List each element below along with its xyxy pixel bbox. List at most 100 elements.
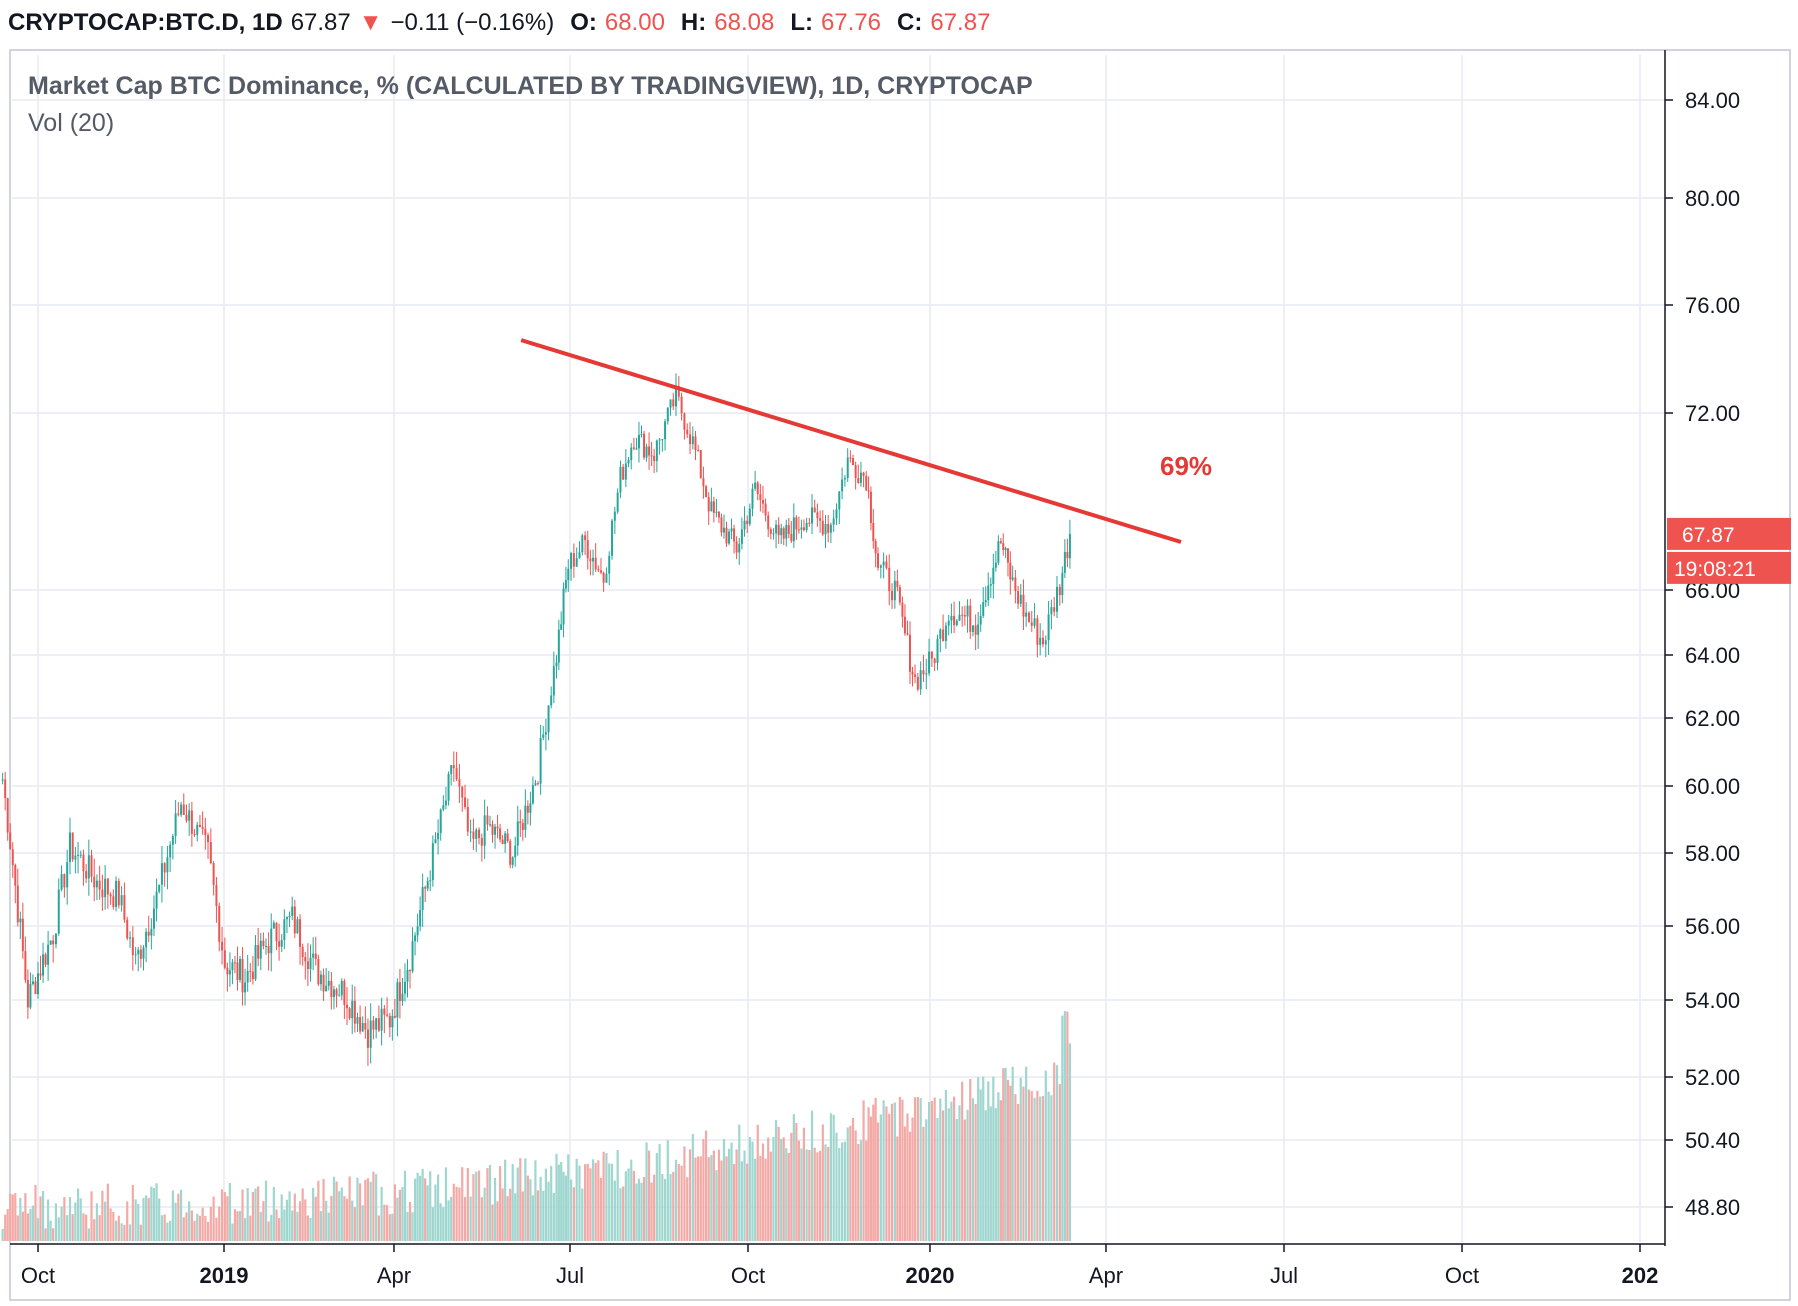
candle-body	[90, 855, 93, 877]
volume-bar	[16, 1215, 19, 1241]
candle-body	[655, 440, 658, 462]
volume-bar	[627, 1168, 630, 1241]
candle-body	[1047, 614, 1050, 641]
price-axis[interactable]: 84.0080.0076.0072.0066.0064.0062.0060.00…	[1664, 50, 1740, 1246]
candle-body	[958, 614, 961, 621]
volume-bar	[171, 1190, 174, 1241]
candle-body	[24, 951, 27, 981]
candle-body	[343, 980, 346, 1005]
candle-body	[101, 889, 104, 898]
volume-bar	[509, 1188, 512, 1241]
candle-body	[251, 971, 254, 980]
volume-bar	[704, 1130, 708, 1241]
volume-bar	[327, 1212, 330, 1241]
candle-body	[885, 561, 888, 568]
candle-body	[841, 479, 844, 492]
candle-body	[816, 512, 819, 519]
volume-bar	[748, 1136, 751, 1241]
volume-bar	[79, 1198, 82, 1241]
candle-body	[635, 448, 638, 450]
candle-body	[916, 676, 919, 690]
candle-body	[529, 803, 532, 813]
candle-body	[496, 826, 499, 829]
volume-bar	[521, 1191, 524, 1241]
candle-body	[182, 804, 185, 815]
candle-body	[480, 838, 483, 846]
candles[interactable]	[1, 373, 1071, 1066]
candle-body	[977, 624, 980, 635]
candle-body	[244, 982, 247, 993]
candle-body	[511, 857, 514, 865]
volume-bar	[262, 1201, 265, 1241]
volume-bar	[90, 1191, 93, 1241]
candle-body	[317, 958, 320, 985]
trendline[interactable]	[520, 338, 1182, 544]
volume-bar	[1014, 1094, 1017, 1241]
candle-body	[643, 433, 646, 458]
candle-body	[429, 880, 432, 882]
candle-body	[869, 491, 872, 523]
volume-bar	[955, 1119, 958, 1241]
candle-body	[994, 562, 997, 568]
volume-bar	[1022, 1086, 1025, 1241]
volume-bar	[434, 1184, 437, 1241]
candle-body	[862, 472, 865, 476]
candle-body	[450, 765, 453, 774]
volume-bar	[567, 1154, 570, 1241]
volume-legend[interactable]: Vol (20)	[28, 109, 115, 137]
candle-body	[501, 839, 504, 844]
volume-bar	[526, 1175, 529, 1241]
volume-bar	[330, 1195, 333, 1241]
volume-bar	[997, 1092, 1000, 1241]
volume-bar	[893, 1102, 896, 1241]
volume-bar	[635, 1183, 638, 1241]
volume-bar	[602, 1151, 605, 1241]
candle-body	[145, 931, 148, 948]
candle-body	[364, 1023, 367, 1030]
volume-bar	[155, 1183, 158, 1241]
volume-bar	[66, 1215, 69, 1241]
volume-bar	[54, 1203, 58, 1241]
price-tick-label: 56.00	[1685, 914, 1740, 939]
candle-body	[564, 580, 567, 589]
candle-body	[526, 805, 529, 813]
candle-body	[147, 931, 150, 936]
volume-bar	[106, 1183, 109, 1241]
volume-bar	[867, 1107, 870, 1241]
candle-body	[586, 540, 589, 559]
candle-body	[77, 854, 80, 856]
legend-title[interactable]: Market Cap BTC Dominance, % (CALCULATED …	[28, 72, 1033, 100]
candle-body	[664, 421, 667, 440]
volume-bar	[560, 1161, 563, 1241]
time-tick-label: Apr	[377, 1263, 411, 1288]
candle-body	[265, 945, 268, 947]
volume-bar	[1055, 1065, 1059, 1241]
time-tick-label: 2019	[200, 1263, 249, 1288]
candle-body	[552, 666, 555, 696]
candle-body	[728, 531, 731, 544]
volume-bar	[458, 1187, 461, 1241]
candle-body	[275, 922, 278, 942]
volume-bar	[243, 1218, 247, 1241]
volume-bar	[769, 1151, 772, 1241]
candle-body	[60, 874, 63, 890]
candle-body	[327, 980, 330, 986]
volume-bar	[688, 1149, 692, 1241]
volume-bar	[599, 1177, 603, 1241]
candle-body	[42, 954, 45, 976]
volume-bar	[298, 1201, 302, 1241]
volume-bar	[944, 1089, 948, 1241]
candle-body	[254, 945, 257, 980]
candle-body	[624, 463, 627, 480]
candle-body	[966, 605, 969, 617]
candle-body	[1039, 637, 1042, 645]
symbol-label[interactable]: CRYPTOCAP:BTC.D, 1D	[8, 9, 283, 36]
candle-body	[560, 624, 563, 630]
volume-bar	[1050, 1095, 1053, 1241]
volume-bar	[220, 1189, 224, 1241]
candle-body	[795, 517, 798, 530]
candle-body	[142, 947, 145, 959]
time-axis[interactable]: Oct 2019 Apr Jul Oct 2020 Apr Jul Oct 202	[10, 1243, 1665, 1288]
candle-body	[769, 529, 772, 534]
